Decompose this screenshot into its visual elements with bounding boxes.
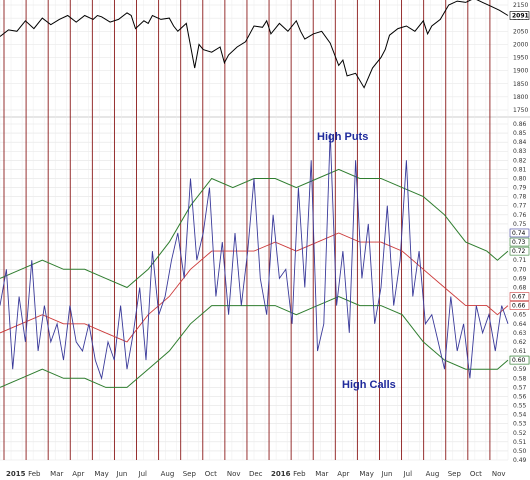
month-label: Aug	[161, 470, 175, 478]
ratio-tick-label: 0.81	[513, 166, 527, 173]
ratio-tick-label: 0.52	[513, 430, 527, 437]
month-label: Jun	[380, 470, 392, 478]
ratio-value-label: 0.72	[512, 248, 526, 255]
ratio-tick-label: 0.75	[513, 221, 527, 228]
ratio-tick-label: 0.76	[513, 212, 527, 219]
ratio-tick-label: 0.83	[513, 148, 527, 155]
grid-layer	[0, 0, 530, 461]
ratio-tick-label: 0.59	[513, 366, 527, 373]
ratio-value-box	[509, 237, 530, 247]
ratio-tick-label: 0.65	[513, 312, 527, 319]
price-tick-label: 2000	[513, 41, 528, 48]
price-tick-label: 2150	[513, 2, 528, 9]
annotation-high-puts: High Puts	[317, 131, 368, 143]
ratio-tick-label: 0.49	[513, 457, 527, 464]
month-label: Aug	[426, 470, 440, 478]
ratio-tick-label: 0.70	[513, 266, 527, 273]
price-tick-label: 2050	[513, 28, 528, 35]
month-label: May	[359, 470, 373, 478]
ratio-tick-label: 0.64	[513, 321, 527, 328]
ratio-tick-label: 0.79	[513, 185, 527, 192]
month-label: Jul	[138, 470, 148, 478]
month-label: Dec	[249, 470, 263, 478]
month-label: May	[94, 470, 108, 478]
ratio-value-box	[509, 301, 530, 310]
price-last-value: 2091	[512, 13, 529, 20]
ratio-tick-label: 0.57	[513, 384, 527, 391]
month-label: Oct	[470, 470, 482, 478]
month-label: Sep	[183, 470, 197, 478]
ratio-value-box	[509, 246, 530, 256]
upper-band-line	[0, 168, 509, 289]
month-label: Mar	[50, 470, 63, 478]
month-label: Jun	[115, 470, 127, 478]
month-label: Sep	[448, 470, 462, 478]
ratio-value-label: 0.66	[512, 303, 526, 310]
put-call-ratio-line	[0, 133, 509, 381]
ratio-tick-label: 0.58	[513, 375, 527, 382]
month-label: 2015	[6, 470, 26, 478]
ratio-value-box	[509, 228, 530, 238]
ratio-tick-label: 0.50	[513, 448, 527, 455]
lower-band-line	[0, 295, 509, 388]
ratio-tick-label: 0.56	[513, 393, 527, 400]
month-label: Oct	[205, 470, 217, 478]
ratio-value-box	[509, 292, 530, 301]
price-last-value-box	[509, 11, 530, 20]
month-lines	[3, 0, 491, 460]
ratio-value-label: 0.74	[512, 230, 526, 237]
ratio-tick-label: 0.84	[513, 139, 527, 146]
annotation-high-calls: High Calls	[342, 379, 396, 391]
ratio-tick-label: 0.62	[513, 339, 527, 346]
ratio-value-label: 0.73	[512, 239, 526, 246]
price-line	[0, 0, 509, 89]
ratio-tick-label: 0.61	[513, 348, 527, 355]
ratio-tick-label: 0.54	[513, 412, 527, 419]
series-layer	[0, 0, 509, 388]
month-label: Apr	[337, 470, 349, 478]
ratio-value-label: 0.60	[512, 357, 526, 364]
month-label: Jul	[403, 470, 413, 478]
price-tick-label: 1800	[513, 94, 528, 101]
ratio-tick-label: 0.77	[513, 203, 527, 210]
month-label: Apr	[72, 470, 84, 478]
month-label: Nov	[492, 470, 506, 478]
axis-layer: 1750180018501900195020002050210021500.49…	[6, 2, 528, 478]
month-label: Feb	[28, 470, 41, 478]
ratio-tick-label: 0.68	[513, 284, 527, 291]
ratio-tick-label: 0.53	[513, 421, 527, 428]
ratio-tick-label: 0.55	[513, 403, 527, 410]
ratio-value-box	[509, 355, 530, 365]
ratio-tick-label: 0.51	[513, 439, 527, 446]
ratio-tick-label: 0.86	[513, 121, 527, 128]
price-tick-label: 1750	[513, 107, 528, 114]
ratio-tick-label: 0.82	[513, 157, 527, 164]
price-tick-label: 1900	[513, 68, 528, 75]
ratio-tick-label: 0.80	[513, 175, 527, 182]
month-label: Nov	[227, 470, 241, 478]
ratio-value-label: 0.67	[512, 294, 526, 301]
month-label: 2016	[271, 470, 291, 478]
month-label: Feb	[293, 470, 306, 478]
ratio-tick-label: 0.69	[513, 275, 527, 282]
price-tick-label: 1850	[513, 81, 528, 88]
ratio-tick-label: 0.63	[513, 330, 527, 337]
ratio-tick-label: 0.71	[513, 257, 527, 264]
month-label: Mar	[315, 470, 328, 478]
price-tick-label: 1950	[513, 55, 528, 62]
ratio-tick-label: 0.78	[513, 194, 527, 201]
ratio-tick-label: 0.85	[513, 130, 527, 137]
